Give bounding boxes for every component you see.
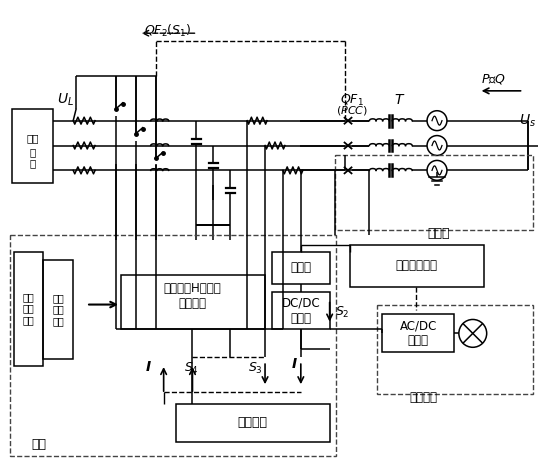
Text: 负: 负 [29, 147, 36, 158]
Bar [43, 260, 73, 359]
Text: $QF_2(S_1)$: $QF_2(S_1)$ [144, 23, 191, 39]
Bar [10, 235, 335, 456]
Text: $\boldsymbol{I}$: $\boldsymbol{I}$ [292, 357, 298, 371]
Text: 补偿
控制
系统: 补偿 控制 系统 [23, 292, 34, 325]
Text: 风电机组: 风电机组 [409, 391, 437, 404]
Text: DC/DC
变换器: DC/DC 变换器 [281, 297, 320, 324]
Text: $S_4$: $S_4$ [184, 361, 198, 377]
Text: $S_2$: $S_2$ [334, 305, 349, 320]
Text: 整流器: 整流器 [291, 261, 311, 274]
Text: AC/DC
变换器: AC/DC 变换器 [399, 319, 437, 347]
Text: 配电网: 配电网 [428, 227, 450, 240]
Text: 敏感: 敏感 [26, 134, 38, 144]
Bar [176, 404, 330, 442]
Bar [121, 275, 265, 329]
Text: $(PCC)$: $(PCC)$ [335, 104, 367, 117]
Text: $U_s$: $U_s$ [519, 113, 535, 129]
Text: 混合级联H桥多电: 混合级联H桥多电 [164, 282, 221, 295]
Bar [14, 252, 43, 366]
Text: $T$: $T$ [393, 93, 405, 107]
Text: 电压
检测
以及: 电压 检测 以及 [53, 293, 64, 326]
Bar [377, 304, 533, 394]
Bar [334, 155, 533, 230]
Text: 能量管理系统: 能量管理系统 [395, 259, 437, 272]
Text: $U_L$: $U_L$ [57, 91, 74, 108]
Bar [11, 109, 53, 183]
Bar [272, 252, 330, 284]
Bar [272, 292, 330, 329]
Text: $\boldsymbol{I}$: $\boldsymbol{I}$ [145, 360, 152, 374]
Text: 荷: 荷 [29, 158, 36, 169]
Text: $P$、$Q$: $P$、$Q$ [481, 72, 506, 86]
Text: 微网: 微网 [31, 438, 47, 450]
Bar [382, 315, 454, 352]
Text: $QF_1$: $QF_1$ [340, 93, 363, 108]
Text: 平逆变器: 平逆变器 [178, 297, 207, 310]
Bar [350, 245, 483, 286]
Text: $S_3$: $S_3$ [248, 361, 263, 377]
Text: 蓄电池组: 蓄电池组 [237, 416, 267, 429]
